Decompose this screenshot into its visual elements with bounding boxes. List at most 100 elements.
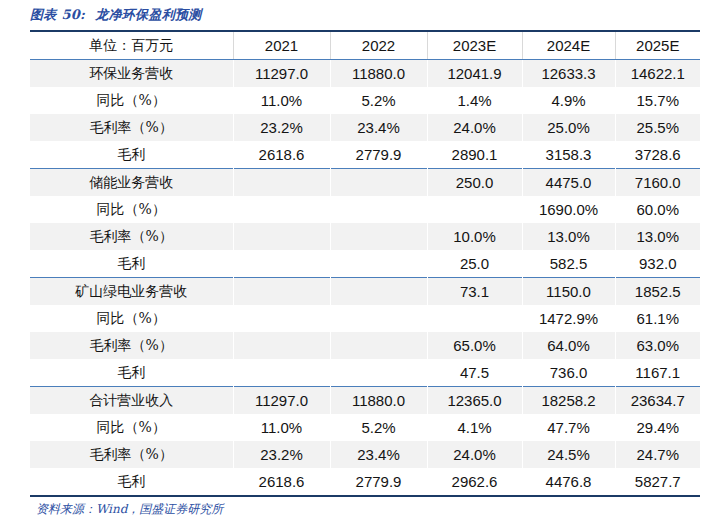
cell-value: [330, 332, 427, 359]
row-label: 矿山绿电业务营收: [30, 278, 233, 306]
cell-value: 11880.0: [330, 60, 427, 88]
cell-value: 2779.9: [330, 468, 427, 496]
cell-value: 5.2%: [330, 414, 427, 441]
cell-value: 18258.2: [522, 387, 615, 415]
cell-value: 3728.6: [615, 141, 700, 169]
row-label: 毛利率（%）: [30, 114, 233, 141]
row-label: 同比（%）: [30, 196, 233, 223]
table-header-row: 单位：百万元 202120222023E2024E2025E: [30, 31, 700, 60]
row-label: 毛利: [30, 359, 233, 387]
cell-value: [233, 305, 330, 332]
row-label: 环保业务营收: [30, 60, 233, 88]
cell-value: 23.2%: [233, 114, 330, 141]
cell-value: 13.0%: [522, 223, 615, 250]
cell-value: 4.9%: [522, 87, 615, 114]
cell-value: 24.0%: [427, 114, 522, 141]
year-column-header: 2021: [233, 31, 330, 60]
cell-value: 4.1%: [427, 414, 522, 441]
row-label: 毛利率（%）: [30, 441, 233, 468]
cell-value: [330, 169, 427, 197]
cell-value: 1472.9%: [522, 305, 615, 332]
cell-value: 63.0%: [615, 332, 700, 359]
cell-value: 60.0%: [615, 196, 700, 223]
table-row: 同比（%）1472.9%61.1%: [30, 305, 700, 332]
cell-value: 29.4%: [615, 414, 700, 441]
table-row: 储能业务营收250.04475.07160.0: [30, 169, 700, 197]
cell-value: 3158.3: [522, 141, 615, 169]
cell-value: 13.0%: [615, 223, 700, 250]
table-row: 同比（%）11.0%5.2%4.1%47.7%29.4%: [30, 414, 700, 441]
cell-value: [330, 359, 427, 387]
cell-value: 1690.0%: [522, 196, 615, 223]
table-row: 毛利率（%）10.0%13.0%13.0%: [30, 223, 700, 250]
cell-value: 23.4%: [330, 114, 427, 141]
table-row: 毛利率（%） 65.0%64.0%63.0%: [30, 332, 700, 359]
cell-value: 10.0%: [427, 223, 522, 250]
cell-value: 2779.9: [330, 141, 427, 169]
cell-value: 932.0: [615, 250, 700, 278]
cell-value: 25.0: [427, 250, 522, 278]
cell-value: 582.5: [522, 250, 615, 278]
cell-value: [427, 305, 522, 332]
report-page: 图表 50: 龙净环保盈利预测 单位：百万元 202120222023E2024E…: [0, 0, 703, 525]
row-label: 毛利: [30, 250, 233, 278]
row-label: 储能业务营收: [30, 169, 233, 197]
cell-value: [233, 359, 330, 387]
table-row: 合计营业收入11297.011880.012365.018258.223634.…: [30, 387, 700, 415]
cell-value: 1167.1: [615, 359, 700, 387]
row-label: 毛利: [30, 468, 233, 496]
row-label: 同比（%）: [30, 305, 233, 332]
row-label: 毛利: [30, 141, 233, 169]
cell-value: 1852.5: [615, 278, 700, 306]
row-label: 合计营业收入: [30, 387, 233, 415]
cell-value: 11297.0: [233, 387, 330, 415]
table-row: 毛利2618.62779.92962.64476.85827.7: [30, 468, 700, 496]
cell-value: 47.5: [427, 359, 522, 387]
cell-value: 24.0%: [427, 441, 522, 468]
cell-value: 4475.0: [522, 169, 615, 197]
cell-value: 2890.1: [427, 141, 522, 169]
row-label: 毛利率（%）: [30, 332, 233, 359]
figure-name: 龙净环保盈利预测: [95, 7, 201, 22]
row-label: 同比（%）: [30, 87, 233, 114]
cell-value: 2962.6: [427, 468, 522, 496]
cell-value: [233, 278, 330, 306]
table-row: 毛利 25.0582.5932.0: [30, 250, 700, 278]
figure-title: 图表 50: 龙净环保盈利预测: [30, 6, 202, 24]
table-row: 同比（%） 1690.0%60.0%: [30, 196, 700, 223]
cell-value: 23.2%: [233, 441, 330, 468]
cell-value: [330, 250, 427, 278]
figure-number: 图表 50:: [30, 7, 85, 22]
cell-value: 2618.6: [233, 141, 330, 169]
cell-value: 24.7%: [615, 441, 700, 468]
cell-value: 1150.0: [522, 278, 615, 306]
table-row: 环保业务营收11297.011880.012041.912633.314622.…: [30, 60, 700, 88]
cell-value: 73.1: [427, 278, 522, 306]
cell-value: [330, 305, 427, 332]
cell-value: [330, 223, 427, 250]
table-row: 毛利 47.5736.01167.1: [30, 359, 700, 387]
year-column-header: 2023E: [427, 31, 522, 60]
cell-value: 4476.8: [522, 468, 615, 496]
cell-value: [233, 223, 330, 250]
cell-value: [330, 278, 427, 306]
cell-value: 15.7%: [615, 87, 700, 114]
cell-value: 64.0%: [522, 332, 615, 359]
cell-value: 12041.9: [427, 60, 522, 88]
table-row: 毛利2618.62779.92890.13158.33728.6: [30, 141, 700, 169]
cell-value: 12633.3: [522, 60, 615, 88]
table-row: 毛利率（%）23.2%23.4%24.0%25.0%25.5%: [30, 114, 700, 141]
cell-value: [233, 196, 330, 223]
table-row: 同比（%）11.0%5.2%1.4%4.9%15.7%: [30, 87, 700, 114]
cell-value: 47.7%: [522, 414, 615, 441]
table-row: 毛利率（%）23.2%23.4%24.0%24.5%24.7%: [30, 441, 700, 468]
year-column-header: 2024E: [522, 31, 615, 60]
cell-value: 65.0%: [427, 332, 522, 359]
year-column-header: 2022: [330, 31, 427, 60]
cell-value: 12365.0: [427, 387, 522, 415]
row-label: 毛利率（%）: [30, 223, 233, 250]
source-note: 资料来源：Wind，国盛证券研究所: [36, 501, 223, 518]
cell-value: 736.0: [522, 359, 615, 387]
year-column-header: 2025E: [615, 31, 700, 60]
cell-value: 7160.0: [615, 169, 700, 197]
